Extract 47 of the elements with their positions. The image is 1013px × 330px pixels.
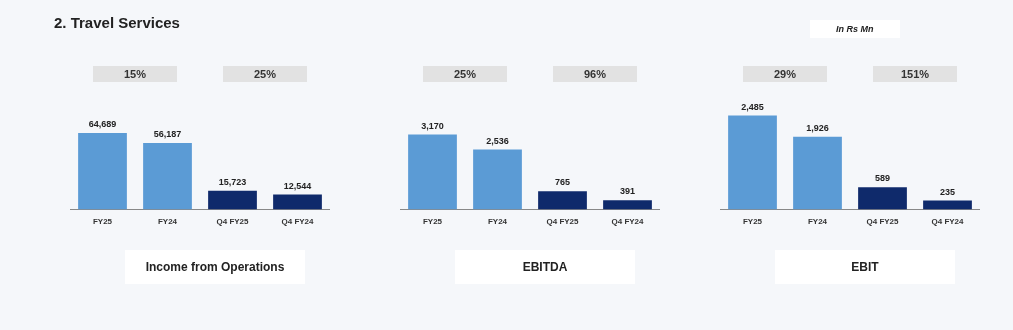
text: EBIT (775, 250, 955, 284)
bar (273, 194, 322, 210)
bar (923, 200, 972, 210)
bar (408, 134, 457, 210)
data-label: 15,723 (218, 176, 247, 187)
data-label: 2,536 (486, 135, 509, 146)
data-label: 235 (939, 186, 956, 197)
bar (793, 136, 842, 210)
x-tick-label: Q4 FY25 (866, 217, 900, 227)
data-label: 1,926 (806, 122, 829, 133)
x-tick-label: Q4 FY25 (546, 217, 580, 227)
bar (538, 191, 587, 210)
bar (143, 143, 192, 210)
text: In Rs Mn (810, 20, 900, 38)
bar (208, 190, 257, 210)
data-label: 391 (619, 186, 636, 197)
text: 25% (223, 66, 307, 82)
bar (858, 187, 907, 210)
x-tick-label: Q4 FY24 (281, 217, 315, 227)
x-tick-label: FY24 (807, 217, 828, 227)
data-label: 56,187 (153, 129, 182, 140)
text: 29% (743, 66, 827, 82)
x-tick-label: FY25 (92, 217, 113, 227)
x-tick-label: FY25 (742, 217, 763, 227)
bar (78, 133, 127, 210)
x-tick-label: Q4 FY25 (216, 217, 250, 227)
data-label: 765 (554, 177, 571, 188)
bar (728, 115, 777, 210)
data-label: 2,485 (741, 101, 764, 112)
text: Income from Operations (125, 250, 305, 284)
text: 15% (93, 66, 177, 82)
text: 2. Travel Services (54, 14, 180, 31)
bar (603, 200, 652, 210)
data-label: 64,689 (88, 119, 117, 130)
bar (473, 149, 522, 210)
data-label: 589 (874, 173, 891, 184)
data-label: 3,170 (421, 120, 444, 131)
data-label: 12,544 (283, 180, 312, 191)
x-tick-label: Q4 FY24 (611, 217, 645, 227)
text: 151% (873, 66, 957, 82)
x-tick-label: Q4 FY24 (931, 217, 965, 227)
text: 96% (553, 66, 637, 82)
x-tick-label: FY24 (487, 217, 508, 227)
x-tick-label: FY24 (157, 217, 178, 227)
x-tick-label: FY25 (422, 217, 443, 227)
text: 25% (423, 66, 507, 82)
text: EBITDA (455, 250, 635, 284)
